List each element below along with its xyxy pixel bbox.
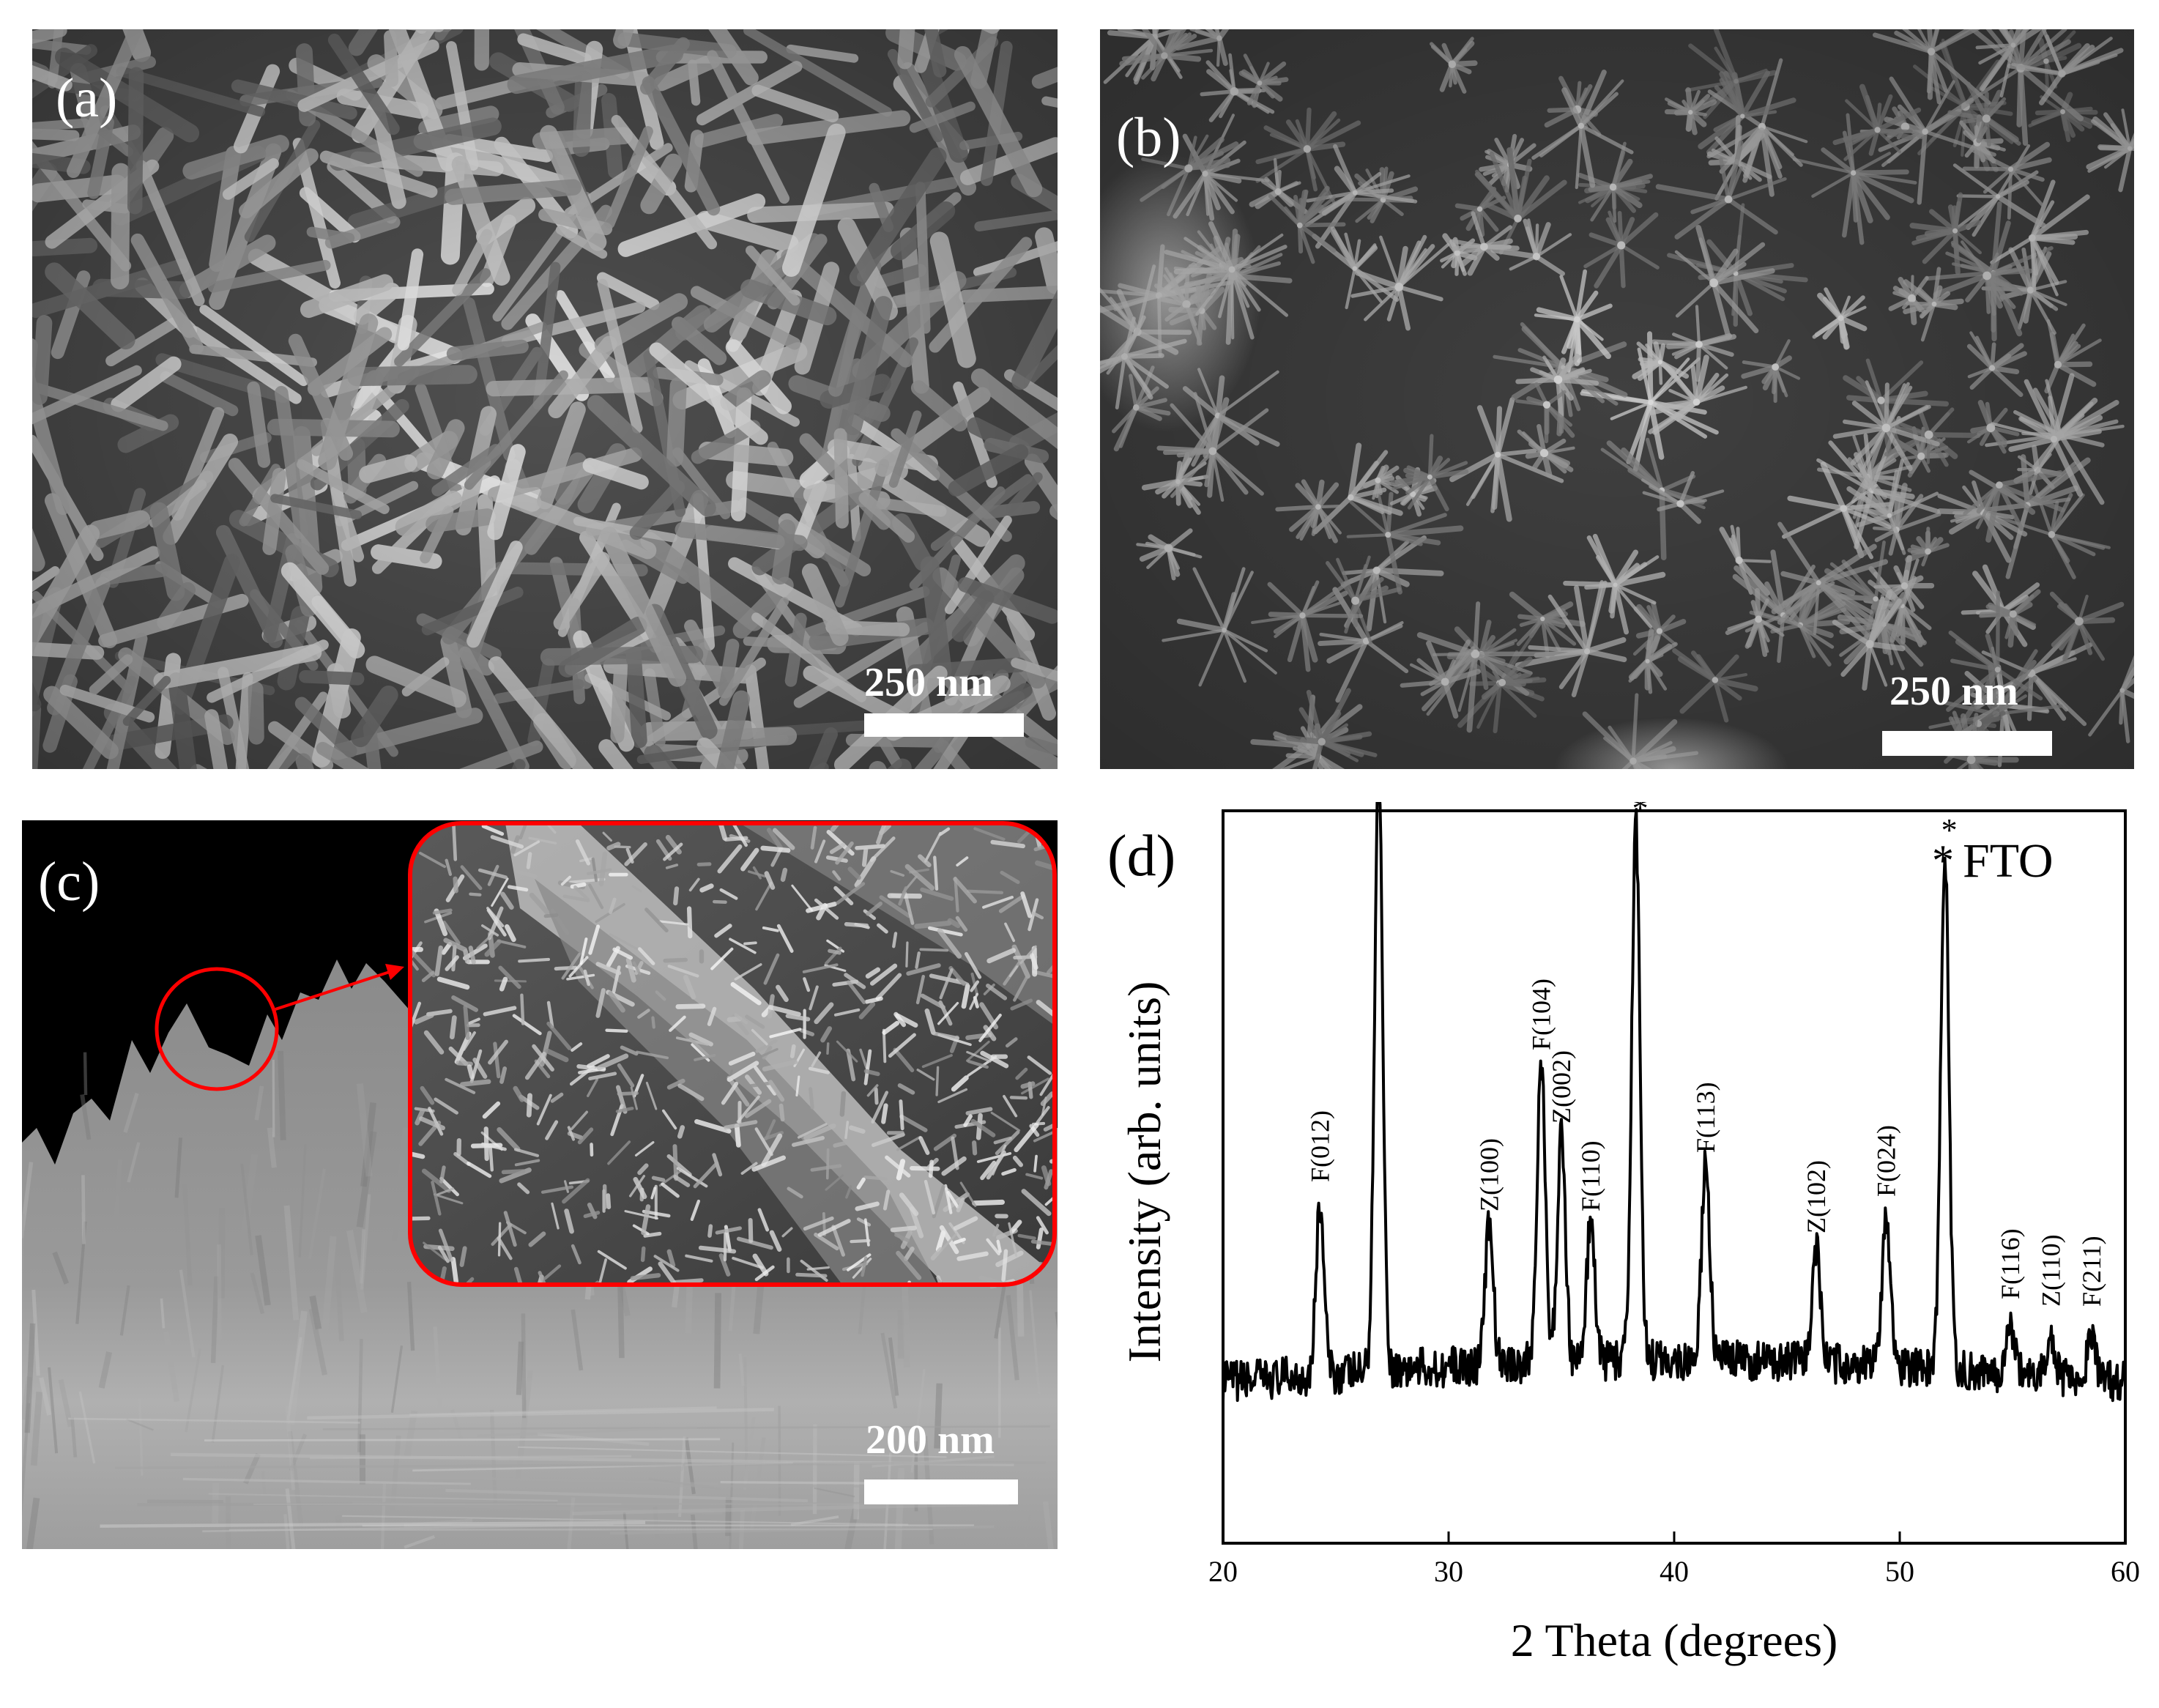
scale-bar-label-a: 250 nm	[864, 660, 993, 705]
peak-label: F(012)	[1305, 1110, 1334, 1182]
peak-label: F(110)	[1576, 1140, 1605, 1211]
peak-label: F(024)	[1872, 1125, 1901, 1197]
peak-label: Z(102)	[1802, 1160, 1831, 1233]
scale-bar-c	[864, 1479, 1018, 1504]
x-tick-label: 30	[1434, 1555, 1463, 1588]
scale-bar-label-b: 250 nm	[1889, 669, 2018, 714]
sem-image-c	[22, 820, 1058, 1549]
panel-label-c: (c)	[38, 851, 100, 913]
peak-label: Z(100)	[1474, 1138, 1504, 1211]
arrow-icon	[275, 964, 404, 1011]
scale-bar-label-c: 200 nm	[866, 1417, 995, 1463]
peak-label: F(116)	[1996, 1228, 2025, 1299]
scale-bar-a	[864, 713, 1024, 737]
x-tick-label: 60	[2111, 1555, 2140, 1588]
panel-label-a: (a)	[56, 67, 118, 129]
x-tick-label: 50	[1885, 1555, 1914, 1588]
peak-label: Z(110)	[2036, 1234, 2065, 1307]
legend-symbol: *	[1932, 836, 1954, 885]
xrd-pattern-line	[1222, 802, 2127, 1403]
panel-label-d: (d)	[1107, 824, 1175, 888]
zoom-circle-icon	[155, 967, 279, 1091]
scale-bar-b	[1882, 731, 2052, 756]
peak-label: F(211)	[2077, 1236, 2106, 1307]
zoom-inset	[410, 823, 1055, 1285]
legend-label: FTO	[1963, 834, 2054, 888]
panel-label-b: (b)	[1116, 107, 1181, 168]
inset-border	[408, 821, 1057, 1287]
peak-label: F(104)	[1526, 979, 1556, 1050]
sem-image-a	[32, 29, 1058, 769]
y-axis-label: Intensity (arb. units)	[1118, 981, 1170, 1363]
x-tick-label: 20	[1208, 1555, 1238, 1588]
peak-label-star: *	[1941, 812, 1958, 848]
sem-panel-b: (b) 250 nm	[1100, 29, 2134, 769]
peak-label: Z(002)	[1547, 1050, 1576, 1124]
x-axis-label: 2 Theta (degrees)	[1511, 1614, 1838, 1666]
peak-label: F(113)	[1691, 1082, 1720, 1153]
sem-image-b	[1100, 29, 2134, 769]
sem-panel-c: (c) 200 nm	[22, 820, 1058, 1549]
plot-frame	[1222, 809, 2127, 1545]
x-tick-label: 40	[1660, 1555, 1689, 1588]
sem-panel-a: (a) 250 nm	[32, 29, 1058, 769]
peak-label-star: *	[1632, 802, 1649, 826]
